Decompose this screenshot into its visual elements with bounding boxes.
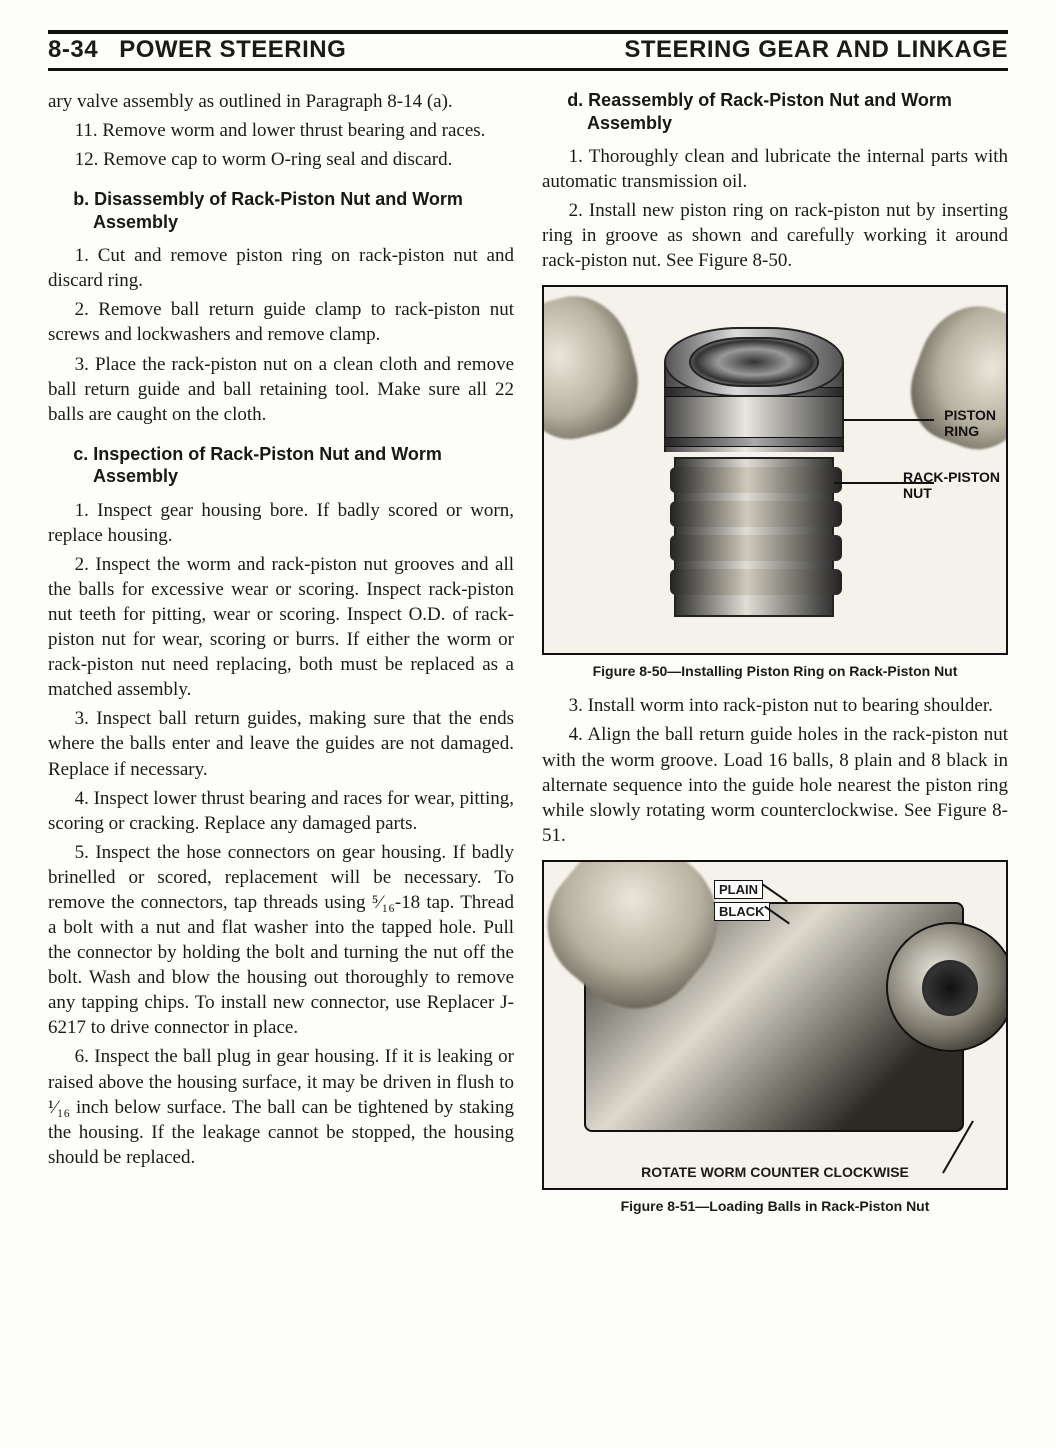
top-rule [48, 30, 1008, 34]
subhead-c: c. Inspection of Rack-Piston Nut and Wor… [73, 443, 514, 488]
callout-rotate: ROTATE WORM COUNTER CLOCKWISE [544, 1164, 1006, 1180]
para-continuation: ary valve assembly as outlined in Paragr… [48, 89, 514, 114]
para-c2: 2. Inspect the worm and rack-piston nut … [48, 552, 514, 702]
manual-page: 8-34 POWER STEERING STEERING GEAR AND LI… [0, 0, 1056, 1448]
para-d1: 1. Thoroughly clean and lubricate the in… [542, 144, 1008, 194]
para-b1: 1. Cut and remove piston ring on rack-pi… [48, 243, 514, 293]
header-left-title: POWER STEERING [119, 36, 346, 63]
page-number: 8-34 [48, 36, 98, 63]
para-d3: 3. Install worm into rack-piston nut to … [542, 693, 1008, 718]
para-b3: 3. Place the rack-piston nut on a clean … [48, 352, 514, 427]
para-c4: 4. Inspect lower thrust bearing and race… [48, 786, 514, 836]
subhead-b: b. Disassembly of Rack-Piston Nut and Wo… [73, 188, 514, 233]
para-c6: 6. Inspect the ball plug in gear housing… [48, 1044, 514, 1169]
content-columns: ary valve assembly as outlined in Paragr… [48, 89, 1008, 1228]
page-header: 8-34 POWER STEERING STEERING GEAR AND LI… [48, 36, 1008, 71]
callout-plain: PLAIN [714, 880, 763, 899]
worm-bore-illustration [922, 960, 978, 1016]
para-d2: 2. Install new piston ring on rack-pisto… [542, 198, 1008, 273]
leader-piston-ring [844, 419, 934, 421]
right-column: d. Reassembly of Rack-Piston Nut and Wor… [542, 89, 1008, 1228]
callout-black: BLACK [714, 902, 770, 921]
header-left: 8-34 POWER STEERING [48, 36, 346, 64]
subhead-d: d. Reassembly of Rack-Piston Nut and Wor… [567, 89, 1008, 134]
figure-8-50-caption: Figure 8-50—Installing Piston Ring on Ra… [542, 663, 1008, 679]
header-right-title: STEERING GEAR AND LINKAGE [624, 36, 1008, 64]
leader-plain [762, 883, 788, 902]
callout-rack-piston-nut: RACK-PISTON NUT [903, 469, 1000, 501]
para-d4: 4. Align the ball return guide holes in … [542, 722, 1008, 847]
figure-8-51-caption: Figure 8-51—Loading Balls in Rack-Piston… [542, 1198, 1008, 1214]
para-c3: 3. Inspect ball return guides, making su… [48, 706, 514, 781]
para-11: 11. Remove worm and lower thrust bearing… [48, 118, 514, 143]
figure-8-50: PISTON RING RACK-PISTON NUT [542, 285, 1008, 655]
left-column: ary valve assembly as outlined in Paragr… [48, 89, 514, 1228]
figure-8-51: PLAIN BLACK ROTATE WORM COUNTER CLOCKWIS… [542, 860, 1008, 1190]
hand-left-illustration [542, 285, 650, 450]
rack-piston-illustration [664, 327, 844, 627]
para-c5: 5. Inspect the hose connectors on gear h… [48, 840, 514, 1041]
callout-piston-ring: PISTON RING [944, 407, 996, 439]
para-c1: 1. Inspect gear housing bore. If badly s… [48, 498, 514, 548]
para-b2: 2. Remove ball return guide clamp to rac… [48, 297, 514, 347]
para-12: 12. Remove cap to worm O-ring seal and d… [48, 147, 514, 172]
